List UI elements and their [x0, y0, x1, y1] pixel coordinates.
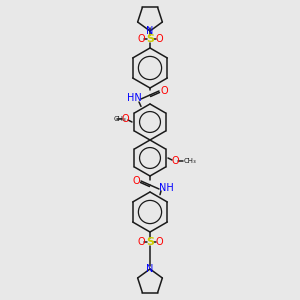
- Text: NH: NH: [159, 183, 173, 193]
- Text: N: N: [146, 26, 154, 36]
- Text: HN: HN: [127, 93, 141, 103]
- Text: N: N: [146, 264, 154, 274]
- Text: O: O: [121, 114, 129, 124]
- Text: O: O: [137, 34, 145, 44]
- Text: CH₃: CH₃: [184, 158, 197, 164]
- Text: O: O: [155, 34, 163, 44]
- Text: S: S: [146, 34, 154, 44]
- Text: O: O: [160, 86, 168, 96]
- Text: O: O: [132, 176, 140, 186]
- Text: S: S: [146, 237, 154, 247]
- Text: O: O: [155, 237, 163, 247]
- Text: O: O: [171, 156, 179, 166]
- Text: O: O: [137, 237, 145, 247]
- Text: CH₃: CH₃: [114, 116, 127, 122]
